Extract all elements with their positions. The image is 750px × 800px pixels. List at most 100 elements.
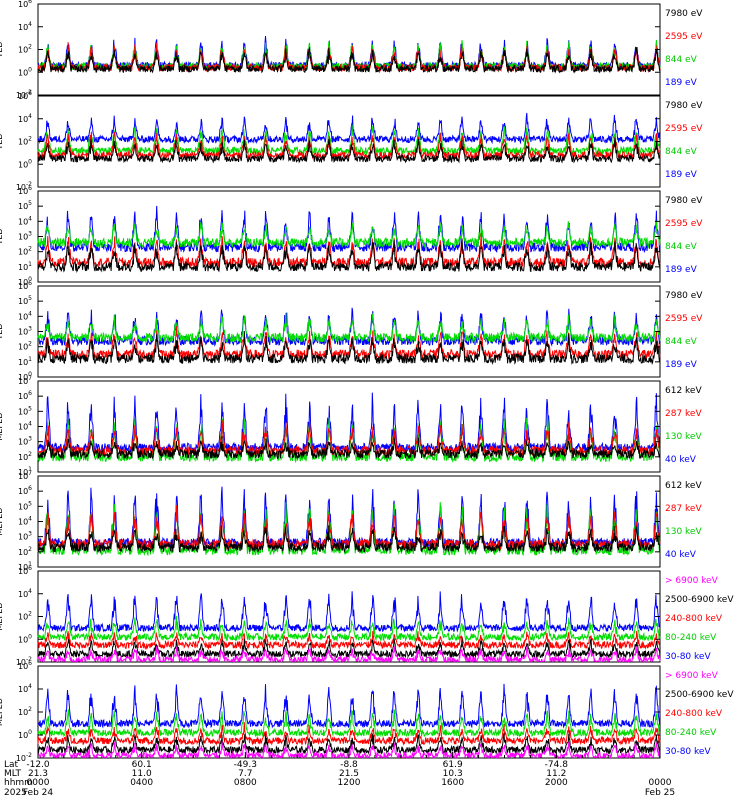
panel-1-legend-3: 844 eV	[665, 55, 698, 65]
panel-3-ytick-label: 104	[18, 215, 32, 226]
panel-6-ytick-label: 106	[18, 485, 32, 496]
panel-4-ytick-label: 104	[18, 310, 32, 321]
panel-1-ylabel-line: TED	[0, 41, 4, 58]
panel-7-legend-5: 30-80 keV	[665, 652, 711, 662]
panel-5-legend-1: 612 keV	[665, 386, 702, 396]
panel-5-ytick-label: 102	[18, 451, 32, 462]
panel-8-series-2	[37, 709, 661, 738]
panel-3-ytick-label: 106	[18, 185, 32, 196]
panel-4-series-4	[37, 330, 661, 366]
panel-8-ytick-label: 100	[18, 729, 32, 740]
panel-2-series-2	[37, 124, 661, 156]
x-row-value: 61.9	[443, 760, 463, 770]
panel-3-legend-1: 7980 eV	[665, 196, 703, 206]
panel-3-ytick-label: 102	[18, 246, 32, 257]
panel-8-legend-3: 240-800 keV	[665, 709, 723, 719]
x-row-value: Feb 25	[645, 788, 675, 798]
panel-5-ytick-label: 105	[18, 405, 32, 416]
panel-6-legend-2: 287 keV	[665, 504, 702, 514]
x-row-value: -74.8	[545, 760, 569, 770]
panel-2-ytick-label: 102	[18, 136, 32, 147]
panel-3-legend-4: 189 eV	[665, 265, 698, 275]
x-row-value: Feb 24	[23, 788, 54, 798]
panel-5-ytick-label: 104	[18, 421, 32, 432]
panel-2-legend-1: 7980 eV	[665, 101, 703, 111]
panel-8-ytick-label: 10-2	[16, 752, 32, 763]
x-row-label: hhmm	[4, 778, 33, 788]
x-row-value: -49.3	[234, 760, 257, 770]
panel-6-ytick-label: 102	[18, 546, 32, 557]
x-row-value: 2000	[545, 778, 568, 788]
panel-1-legend-2: 2595 eV	[665, 32, 703, 42]
x-row-value: 11.2	[546, 769, 566, 779]
panel-5-series-4	[37, 436, 661, 461]
panel-5-ytick-label: 101	[18, 466, 32, 477]
panel-7-series-3	[37, 630, 661, 651]
panel-2-ytick-label: 10-2	[16, 181, 32, 192]
panel-5-legend-3: 130 keV	[665, 432, 702, 442]
panel-8-ylabel-line: MEPED	[0, 698, 4, 726]
panel-6-ytick-label: 105	[18, 500, 32, 511]
x-row-value: 21.3	[28, 769, 48, 779]
x-row-value: 10.3	[443, 769, 463, 779]
panel-8-legend-1: > 6900 keV	[665, 671, 719, 681]
panel-3-series-2	[37, 220, 661, 249]
x-row-value: 1600	[441, 778, 464, 788]
panel-2-series-4	[37, 137, 661, 164]
panel-8-series-1	[37, 683, 661, 729]
panel-7-series-1	[37, 591, 661, 634]
panel-3-ylabel-line: TED	[0, 228, 4, 245]
panel-3-ytick-label: 105	[18, 200, 32, 211]
panel-4-legend-3: 844 eV	[665, 337, 698, 347]
panel-7-ytick-label: 102	[18, 611, 32, 622]
panel-2-legend-4: 189 eV	[665, 170, 698, 180]
panel-1-frame	[37, 3, 661, 96]
panel-8-ytick-label: 102	[18, 706, 32, 717]
panel-6-legend-4: 40 keV	[665, 550, 697, 560]
panel-4-legend-4: 189 eV	[665, 360, 698, 370]
panel-8-legend-5: 30-80 keV	[665, 747, 711, 757]
panel-5-legend-2: 287 keV	[665, 409, 702, 419]
panel-3-legend-2: 2595 eV	[665, 219, 703, 229]
panel-7-ytick-label: 100	[18, 633, 32, 644]
x-row-value: 60.1	[132, 760, 152, 770]
panel-3-series-4	[37, 238, 661, 274]
x-row-value: -12.0	[26, 760, 50, 770]
panel-7-ytick-label: 106	[18, 565, 32, 576]
panel-1-ytick-label: 102	[18, 44, 32, 55]
panel-3-ytick-label: 103	[18, 231, 32, 242]
panel-1-series-4	[37, 47, 661, 74]
panel-4-ytick-label: 100	[18, 371, 32, 382]
panel-1-legend-4: 189 eV	[665, 78, 698, 88]
panel-4-ytick-label: 101	[18, 356, 32, 367]
panel-4-legend-1: 7980 eV	[665, 291, 703, 301]
panel-2-legend-2: 2595 eV	[665, 124, 703, 134]
panel-6-series-4	[37, 525, 661, 554]
panel-4-ytick-label: 105	[18, 295, 32, 306]
panel-7-ylabel-line: MEPED	[0, 603, 4, 631]
x-row-value: 0000	[27, 778, 50, 788]
panel-1-ytick-label: 104	[18, 21, 32, 32]
panel-8-ytick-label: 104	[18, 683, 32, 694]
panel-3-series-1	[37, 205, 661, 254]
x-row-value: 11.0	[132, 769, 152, 779]
panel-6-ytick-label: 101	[18, 561, 32, 572]
panel-3-ytick-label: 100	[18, 276, 32, 287]
panel-4-ytick-label: 103	[18, 326, 32, 337]
panel-1-ytick-label: 10-2	[16, 89, 32, 100]
panel-1-ytick-label: 106	[18, 0, 32, 9]
panel-6-legend-1: 612 keV	[665, 481, 702, 491]
x-row-value: 1200	[338, 778, 361, 788]
panel-7-series-2	[37, 615, 661, 643]
panel-6-ytick-label: 103	[18, 531, 32, 542]
panel-8-ytick-label: 106	[18, 660, 32, 671]
panel-6-ytick-label: 107	[18, 470, 32, 481]
panel-7-legend-2: 2500-6900 keV	[665, 595, 734, 605]
panel-4-ytick-label: 102	[18, 341, 32, 352]
panel-8-series-3	[37, 722, 661, 747]
panel-8-legend-4: 80-240 keV	[665, 728, 717, 738]
x-row-value: 0000	[649, 778, 672, 788]
x-row-value: 0800	[234, 778, 257, 788]
panel-7-legend-1: > 6900 keV	[665, 576, 719, 586]
